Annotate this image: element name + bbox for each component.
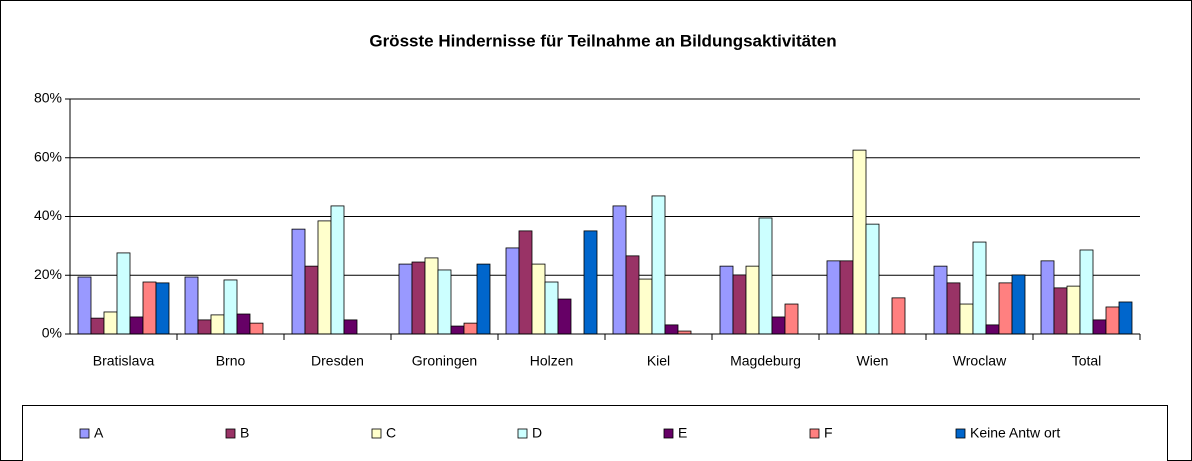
- bar: [463, 322, 478, 335]
- bar: [518, 230, 533, 335]
- bar: [612, 205, 627, 335]
- bar: [959, 303, 974, 335]
- x-tick-label: Brno: [216, 353, 246, 369]
- bar: [583, 230, 598, 335]
- legend-swatch: [225, 428, 236, 439]
- bar: [77, 276, 92, 335]
- bar: [758, 217, 773, 335]
- bar: [210, 314, 225, 335]
- x-tick-label: Bratislava: [93, 353, 155, 369]
- bar: [437, 269, 452, 335]
- bar: [557, 298, 572, 335]
- x-tick-label: Kiel: [647, 353, 670, 369]
- y-tick-label: 80%: [34, 90, 62, 106]
- bar: [865, 223, 880, 335]
- bar: [719, 265, 734, 335]
- bar: [505, 247, 520, 335]
- bar: [664, 324, 679, 335]
- bar: [142, 281, 157, 335]
- bar: [184, 276, 199, 335]
- legend-label: C: [386, 425, 396, 441]
- bar: [638, 278, 653, 335]
- bar: [1053, 287, 1068, 335]
- bar: [304, 265, 319, 335]
- legend-swatch: [663, 428, 674, 439]
- bar: [291, 228, 306, 335]
- bar: [852, 149, 867, 335]
- bar: [424, 257, 439, 335]
- legend-swatch: [809, 428, 820, 439]
- legend-label: D: [532, 425, 542, 441]
- bar: [317, 220, 332, 335]
- bar: [343, 319, 358, 335]
- bar: [236, 313, 251, 335]
- legend-label: A: [94, 425, 104, 441]
- bar: [1118, 301, 1133, 335]
- bar: [450, 325, 465, 335]
- bar: [1105, 306, 1120, 335]
- bar: [411, 261, 426, 335]
- bar: [771, 316, 786, 335]
- bar: [946, 282, 961, 335]
- bar: [998, 282, 1013, 335]
- y-tick-label: 40%: [34, 207, 62, 223]
- bar: [985, 324, 1000, 335]
- bar: [839, 260, 854, 335]
- bar: [249, 322, 264, 335]
- bar: [476, 263, 491, 335]
- bar: [116, 252, 131, 335]
- legend-swatch: [517, 428, 528, 439]
- bar: [732, 274, 747, 335]
- bar: [531, 263, 546, 335]
- chart-title: Grösste Hindernisse für Teilnahme an Bil…: [369, 31, 836, 50]
- bar: [745, 265, 760, 335]
- bar: [223, 279, 238, 335]
- x-tick-label: Holzen: [530, 353, 574, 369]
- x-tick-label: Magdeburg: [730, 353, 801, 369]
- legend-label: F: [824, 425, 833, 441]
- x-tick-label: Wien: [857, 353, 889, 369]
- bar: [1040, 260, 1055, 335]
- legend-swatch: [371, 428, 382, 439]
- bar: [1079, 249, 1094, 335]
- x-tick-label: Wroclaw: [953, 353, 1007, 369]
- legend-label: Keine Antw ort: [970, 425, 1060, 441]
- y-tick-label: 0%: [42, 325, 62, 341]
- bar: [1092, 319, 1107, 335]
- bar: [1011, 274, 1026, 335]
- bar: [972, 241, 987, 335]
- y-tick-label: 20%: [34, 266, 62, 282]
- y-tick-label: 60%: [34, 148, 62, 164]
- legend-label: E: [678, 425, 687, 441]
- bar: [625, 255, 640, 335]
- legend-box: [22, 405, 1168, 461]
- bar: [398, 263, 413, 335]
- bar: [103, 311, 118, 335]
- bar: [1066, 285, 1081, 335]
- bar: [933, 265, 948, 335]
- bar: [155, 282, 170, 335]
- bar: [651, 195, 666, 335]
- legend-swatch: [79, 428, 90, 439]
- bar: [197, 319, 212, 335]
- bar: [90, 317, 105, 335]
- bar: [330, 205, 345, 335]
- x-tick-label: Dresden: [311, 353, 364, 369]
- legend-label: B: [240, 425, 249, 441]
- bar: [784, 303, 799, 335]
- bar: [826, 260, 841, 335]
- bar: [891, 297, 906, 335]
- bar: [129, 316, 144, 335]
- x-tick-label: Groningen: [412, 353, 477, 369]
- bar: [544, 281, 559, 335]
- x-tick-label: Total: [1072, 353, 1102, 369]
- legend-swatch: [955, 428, 966, 439]
